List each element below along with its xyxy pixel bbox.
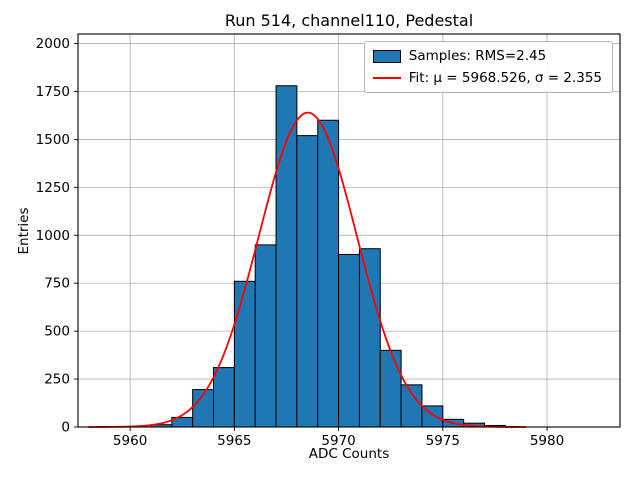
histogram-bar (233, 280, 256, 428)
y-tick-label: 250 (44, 372, 70, 388)
y-tick-label: 2000 (36, 36, 70, 52)
histogram-bar (400, 384, 423, 428)
fit-curve (88, 111, 527, 428)
samples-swatch-icon (372, 49, 401, 63)
x-tick-label: 5975 (426, 433, 460, 449)
legend-item-fit: Fit: μ = 5968.526, σ = 2.355 (372, 70, 602, 86)
fit-line-icon (372, 77, 401, 79)
x-tick-label: 5970 (321, 433, 355, 449)
histogram-bar (254, 244, 277, 428)
histogram-bar (296, 135, 319, 428)
y-tick-label: 750 (44, 276, 70, 292)
y-tick-label: 1750 (36, 84, 70, 100)
histogram-bar (338, 253, 360, 428)
histogram-bar (358, 248, 381, 428)
plot-border (77, 33, 621, 428)
x-tick-label: 5980 (530, 433, 564, 449)
samples-legend-label: Samples: RMS=2.45 (408, 48, 547, 64)
legend: Samples: RMS=2.45 Fit: μ = 5968.526, σ =… (363, 41, 613, 93)
x-tick-label: 5965 (217, 433, 251, 449)
legend-item-samples: Samples: RMS=2.45 (372, 48, 602, 64)
fit-legend-label: Fit: μ = 5968.526, σ = 2.355 (408, 70, 602, 86)
x-tick-label: 5960 (113, 433, 147, 449)
histogram-bar (317, 119, 340, 428)
x-axis-label: ADC Counts (308, 446, 390, 462)
y-tick-label: 1250 (36, 180, 70, 196)
histogram-bar (275, 85, 298, 428)
y-axis-label: Entries (16, 207, 32, 255)
histogram-bar (213, 367, 235, 428)
chart-title: Run 514, channel110, Pedestal (224, 11, 474, 30)
y-tick-label: 1500 (36, 132, 70, 148)
histogram-bar (379, 349, 402, 428)
y-tick-label: 500 (44, 324, 70, 340)
y-tick-label: 0 (61, 420, 70, 436)
y-tick-label: 1000 (36, 228, 70, 244)
